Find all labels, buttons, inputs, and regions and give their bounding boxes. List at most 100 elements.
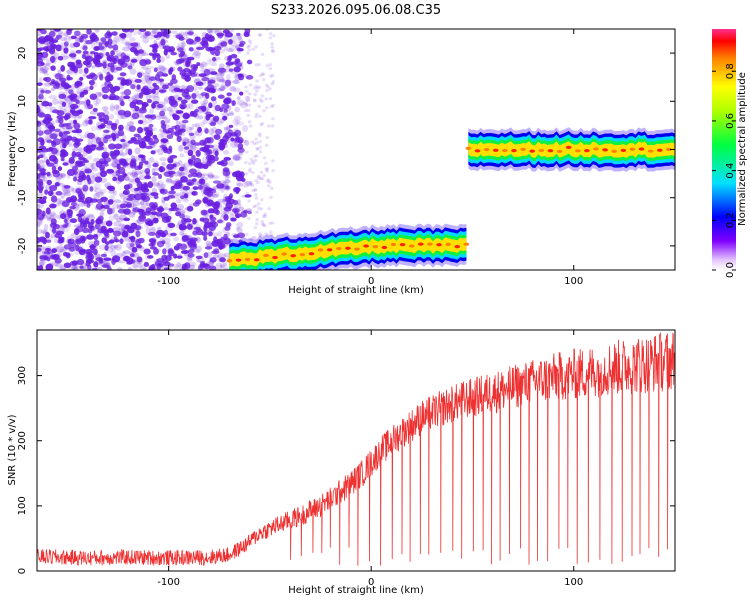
noise-blob xyxy=(96,112,105,117)
colorbar-label: Normalized spectral amplitude xyxy=(737,72,748,226)
noise-blob xyxy=(257,174,261,178)
noise-blob xyxy=(156,71,164,77)
noise-blob xyxy=(225,65,231,73)
tone-peak xyxy=(556,149,563,154)
noise-blob xyxy=(147,34,156,40)
noise-blob xyxy=(64,84,72,89)
noise-blob xyxy=(235,226,241,231)
noise-blob xyxy=(55,263,64,268)
noise-blob xyxy=(44,35,51,42)
snr-xtick-label: -100 xyxy=(157,577,180,588)
noise-blob xyxy=(161,106,169,112)
noise-blob xyxy=(154,263,160,270)
noise-blob xyxy=(41,100,50,107)
noise-blob xyxy=(115,253,124,259)
noise-blob xyxy=(237,143,244,150)
noise-blob xyxy=(152,201,158,208)
noise-blob xyxy=(168,95,175,102)
noise-blob xyxy=(112,203,119,210)
noise-blob xyxy=(231,100,236,106)
noise-blob xyxy=(170,180,177,185)
noise-blob xyxy=(91,267,98,270)
noise-blob xyxy=(195,81,203,86)
noise-blob xyxy=(40,66,49,73)
noise-blob xyxy=(201,156,207,164)
colorbar-gradient xyxy=(712,29,736,270)
noise-blob xyxy=(129,162,137,169)
noise-blob xyxy=(253,236,257,240)
noise-blob xyxy=(120,62,128,68)
noise-blob xyxy=(270,159,275,163)
noise-blob xyxy=(162,128,170,135)
noise-blob xyxy=(155,248,161,252)
noise-blob xyxy=(106,168,115,174)
noise-blob xyxy=(127,252,135,256)
noise-blob xyxy=(222,196,228,202)
noise-blob xyxy=(79,265,84,269)
noise-blob xyxy=(120,79,127,86)
noise-blob xyxy=(63,106,72,113)
noise-blob xyxy=(272,34,276,38)
noise-blob xyxy=(79,218,86,224)
noise-blob xyxy=(75,128,83,134)
noise-blob xyxy=(197,126,202,133)
noise-blob xyxy=(268,63,272,67)
noise-blob xyxy=(215,209,220,216)
noise-blob xyxy=(150,211,158,216)
noise-blob xyxy=(178,144,184,152)
noise-blob xyxy=(190,72,195,79)
noise-blob xyxy=(113,213,119,218)
noise-blob xyxy=(44,267,51,270)
noise-blob xyxy=(105,240,113,245)
noise-blob xyxy=(264,232,268,236)
noise-blob xyxy=(129,243,135,248)
tone-peak xyxy=(611,149,618,153)
noise-blob xyxy=(123,110,132,118)
noise-blob xyxy=(37,42,44,47)
noise-blob xyxy=(83,215,90,221)
noise-blob xyxy=(238,139,243,144)
noise-blob xyxy=(145,221,153,226)
noise-blob xyxy=(221,112,230,118)
noise-blob xyxy=(37,236,42,244)
noise-blob xyxy=(45,263,54,270)
noise-blob xyxy=(148,238,157,244)
noise-blob xyxy=(204,35,213,41)
noise-blob xyxy=(215,147,224,152)
noise-blob xyxy=(102,52,108,57)
noise-blob xyxy=(152,95,160,102)
noise-blob xyxy=(244,108,248,113)
noise-blob xyxy=(248,182,253,186)
noise-blob xyxy=(182,168,190,176)
noise-blob xyxy=(239,91,244,96)
noise-blob xyxy=(78,170,86,178)
noise-blob xyxy=(47,102,53,107)
noise-blob xyxy=(261,72,265,76)
noise-blob xyxy=(99,164,105,171)
noise-blob xyxy=(98,141,104,148)
noise-blob xyxy=(41,65,47,70)
noise-blob xyxy=(88,253,94,261)
noise-blob xyxy=(159,212,166,218)
noise-blob xyxy=(238,48,244,52)
noise-blob xyxy=(180,163,186,169)
noise-blob xyxy=(186,58,192,65)
noise-blob xyxy=(146,88,153,95)
noise-blob xyxy=(124,142,129,146)
noise-blob xyxy=(234,120,239,127)
noise-blob xyxy=(142,31,149,38)
noise-blob xyxy=(130,222,138,229)
noise-blob xyxy=(229,86,237,92)
noise-blob xyxy=(141,52,149,57)
noise-blob xyxy=(178,128,186,133)
noise-blob xyxy=(244,214,249,218)
noise-blob xyxy=(65,70,73,74)
noise-blob xyxy=(208,87,215,95)
noise-blob xyxy=(124,53,131,59)
noise-blob xyxy=(119,192,127,200)
noise-blob xyxy=(37,156,41,160)
noise-blob xyxy=(66,111,74,118)
noise-blob xyxy=(111,123,118,131)
tone-peak xyxy=(390,242,397,247)
noise-blob xyxy=(228,124,234,128)
